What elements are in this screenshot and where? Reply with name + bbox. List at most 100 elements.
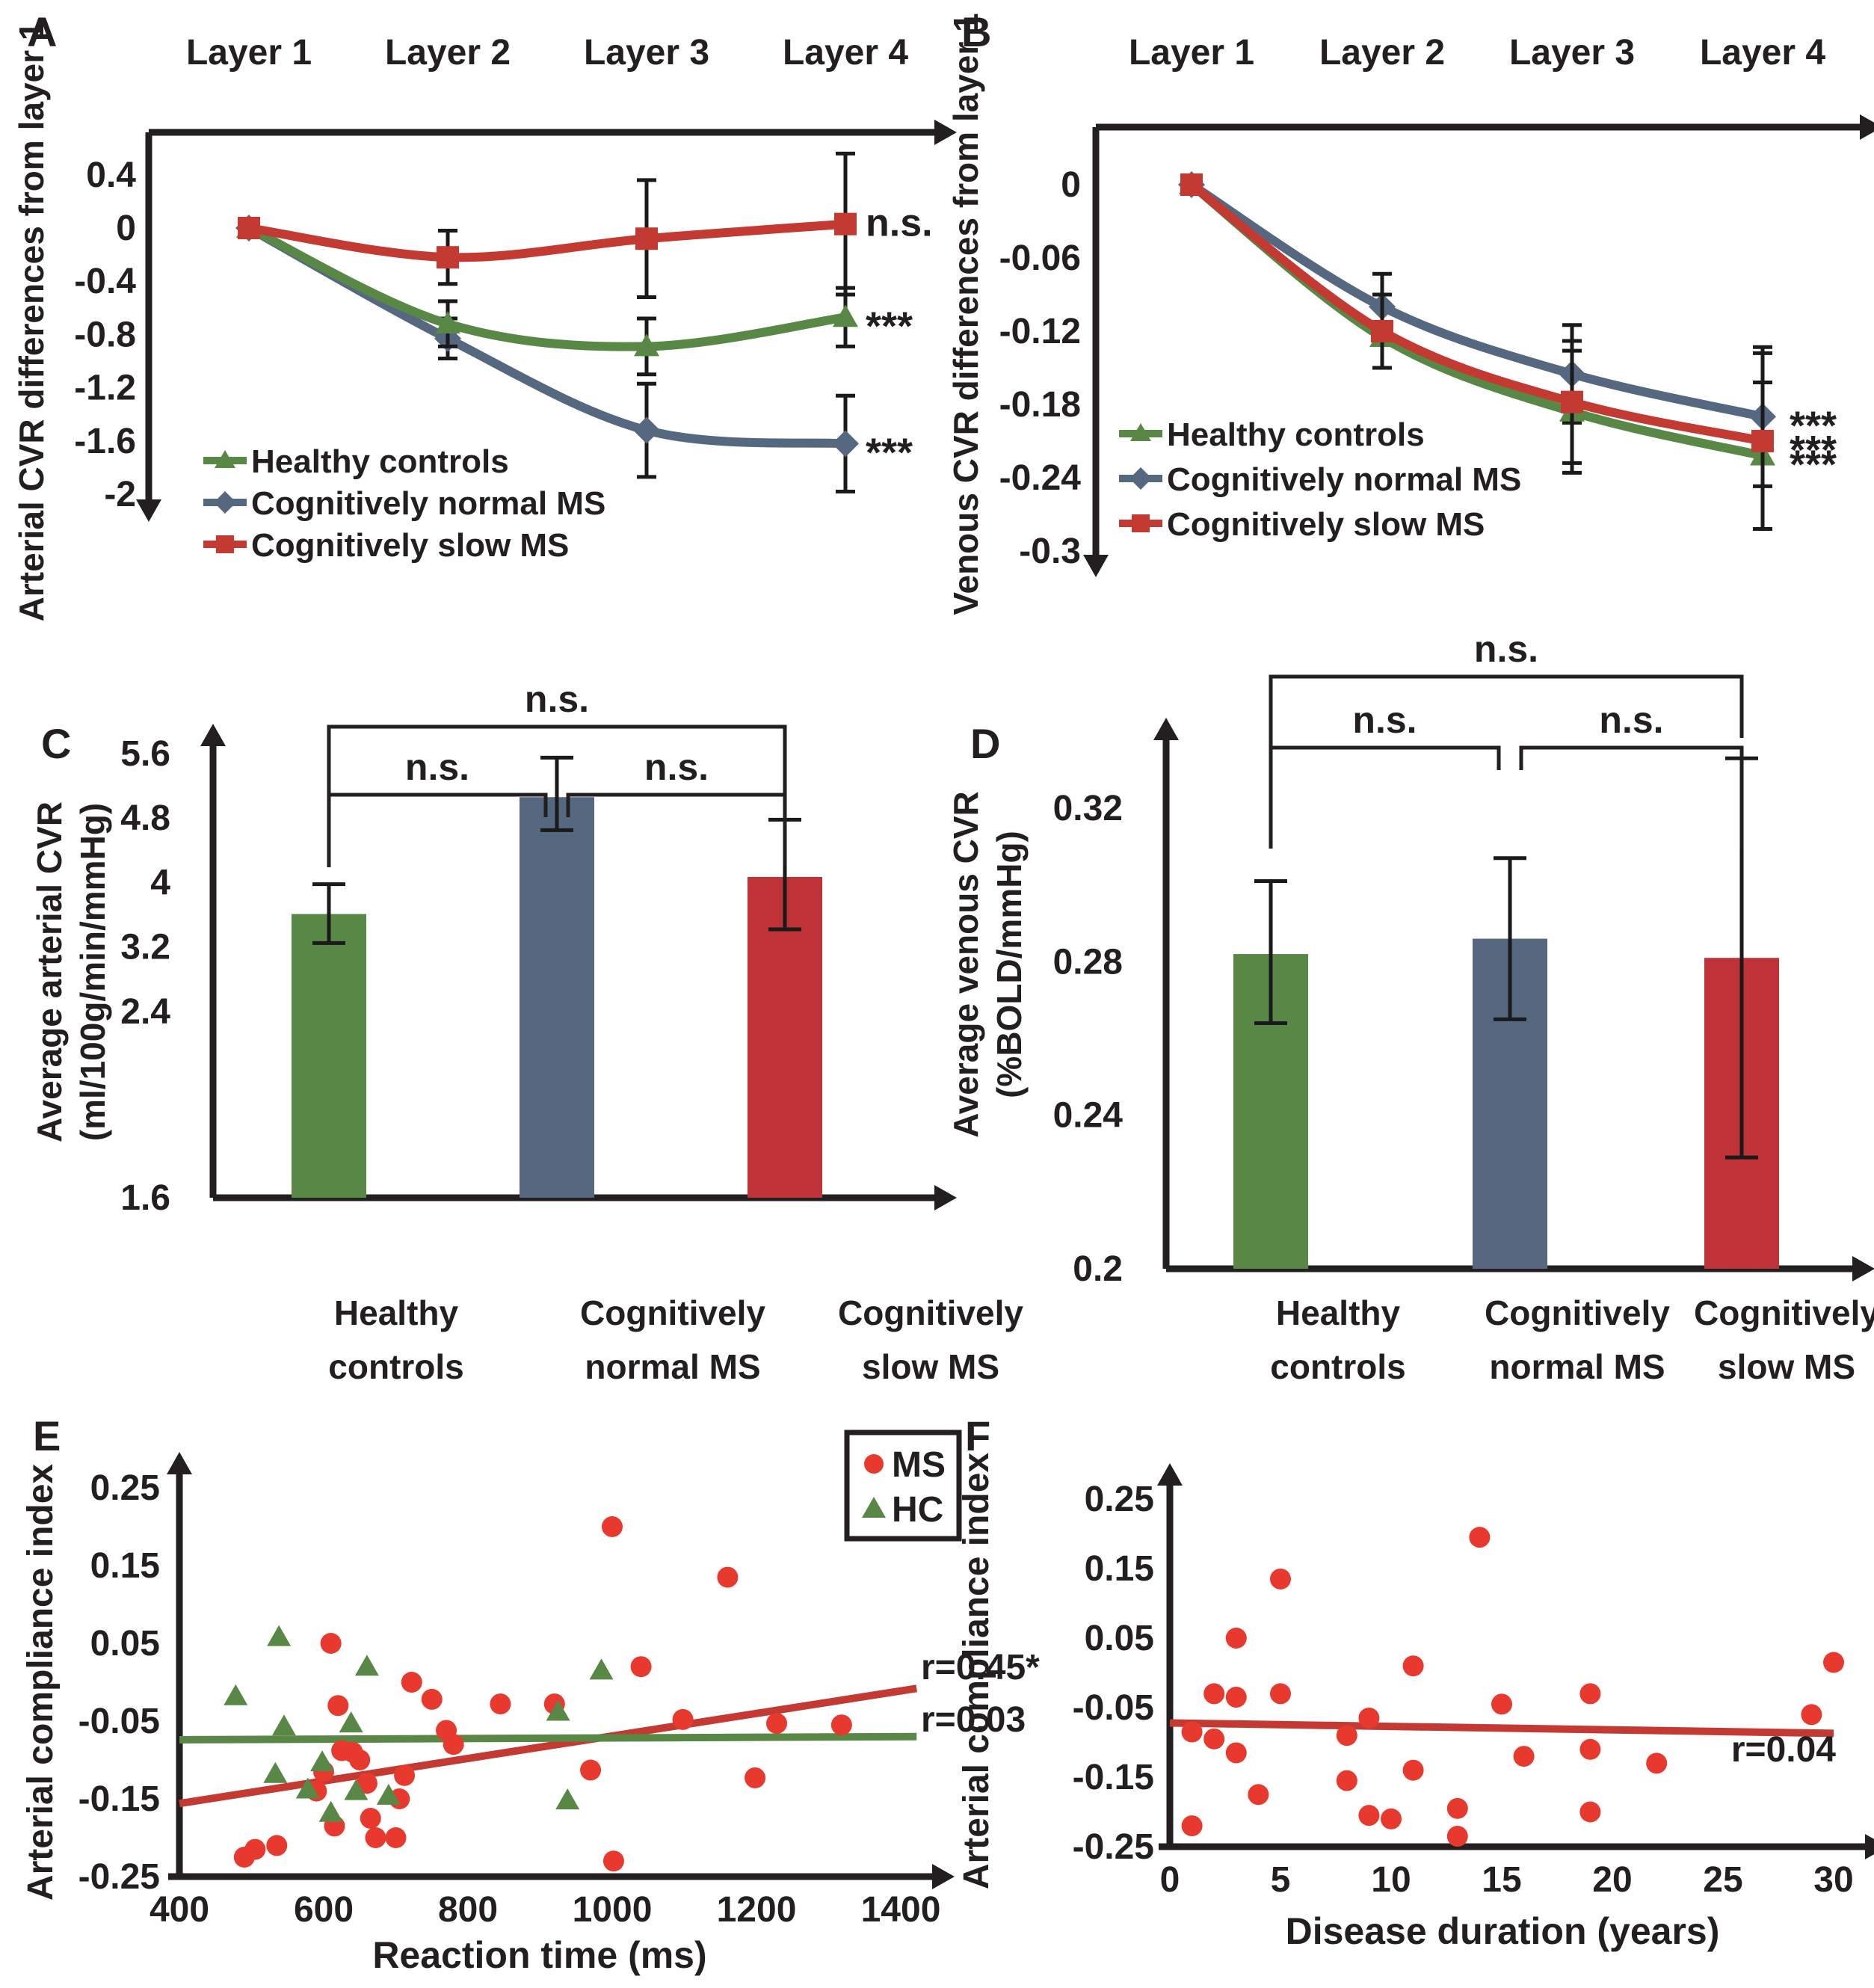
legend-label: Cognitively slow MS: [251, 527, 569, 564]
x-category-label: Layer 3: [584, 33, 709, 73]
triangle-marker-icon: [215, 450, 235, 468]
circle-marker-icon: [1469, 1527, 1491, 1548]
circle-marker-icon: [1491, 1693, 1512, 1715]
legend-label: MS: [892, 1445, 946, 1485]
x-category-label: controls: [1270, 1347, 1405, 1386]
square-marker-icon: [216, 535, 234, 553]
y-tick-label: 0.24: [1053, 1096, 1124, 1136]
right-arrowhead-icon: [934, 1185, 957, 1210]
legend-box: [844, 1430, 962, 1542]
circle-marker-icon: [1402, 1655, 1424, 1677]
circle-marker-icon: [1579, 1683, 1601, 1705]
circle-marker-icon: [1203, 1728, 1225, 1749]
x-tick-label: 1200: [717, 1890, 797, 1930]
y-tick-label: -0.06: [999, 239, 1081, 278]
x-tick-label: 1400: [861, 1890, 941, 1930]
series-ms: [233, 1516, 852, 1872]
square-marker-icon: [1180, 173, 1203, 196]
triangle-marker-icon: [318, 1800, 343, 1822]
x-category-label: Healthy: [1276, 1293, 1401, 1332]
triangle-marker-icon: [589, 1658, 614, 1680]
y-axis-title: Arterial compliance index: [957, 1453, 996, 1890]
y-tick-label: -0.18: [999, 385, 1081, 425]
triangle-marker-icon: [546, 1699, 570, 1721]
bar: [292, 914, 366, 1198]
circle-marker-icon: [421, 1688, 443, 1710]
error-bar: [312, 882, 345, 945]
legend-label: Cognitively normal MS: [1167, 461, 1521, 498]
triangle-marker-icon: [376, 1783, 401, 1805]
circle-marker-icon: [1381, 1808, 1402, 1829]
up-arrowhead-icon: [1153, 718, 1179, 740]
x-axis-title: Reaction time (ms): [372, 1934, 706, 1976]
triangle-marker-icon: [267, 1625, 292, 1646]
series-line: [244, 219, 850, 262]
right-arrowhead-icon: [1852, 1256, 1874, 1281]
x-tick-label: 15: [1482, 1860, 1521, 1900]
x-category-label: Cognitively: [838, 1293, 1023, 1332]
diamond-marker-icon: [214, 491, 236, 514]
y-tick-label: -0.24: [999, 458, 1082, 498]
error-bar: [1494, 856, 1526, 1021]
up-arrowhead-icon: [167, 1452, 192, 1474]
triangle-marker-icon: [1130, 423, 1151, 441]
circle-marker-icon: [630, 1656, 652, 1678]
y-tick-label: 1.6: [120, 1178, 170, 1218]
bar: [520, 797, 594, 1198]
x-tick-label: 600: [294, 1890, 354, 1930]
axes: [167, 1452, 955, 1889]
x-category-label: Cognitively: [1485, 1293, 1670, 1332]
circle-marker-icon: [1181, 1815, 1203, 1837]
panel-letter-c: C: [41, 720, 72, 767]
x-category-label: normal MS: [1489, 1347, 1665, 1386]
circle-marker-icon: [1336, 1725, 1357, 1747]
circle-marker-icon: [1270, 1568, 1291, 1590]
series-line: [1187, 180, 1767, 422]
legend-label: Healthy controls: [251, 443, 509, 480]
x-category-label: controls: [328, 1347, 463, 1386]
y-tick-label: -0.05: [1073, 1688, 1154, 1728]
correlation-label: r=0.45*: [921, 1648, 1040, 1687]
axes: [1157, 1463, 1874, 1859]
panel-letter-d: D: [970, 720, 1001, 767]
circle-marker-icon: [327, 1695, 349, 1717]
triangle-marker-icon: [310, 1750, 335, 1772]
square-marker-icon: [635, 227, 658, 250]
up-arrowhead-icon: [1157, 1463, 1183, 1486]
significance-bracket: [1519, 745, 1744, 849]
y-tick-label: 2.4: [120, 992, 170, 1032]
circle-marker-icon: [1181, 1721, 1203, 1743]
x-tick-label: 25: [1703, 1860, 1742, 1900]
y-tick-label: -0.15: [1073, 1758, 1154, 1797]
circle-marker-icon: [1336, 1770, 1357, 1791]
diamond-marker-icon: [633, 416, 660, 444]
x-tick-label: 5: [1271, 1860, 1291, 1900]
y-axis-title: Arterial CVR differences from layer 1: [12, 22, 51, 622]
significance-bracket: [566, 793, 787, 866]
significance-label: ***: [1790, 403, 1837, 448]
square-marker-icon: [437, 246, 459, 269]
circle-marker-icon: [717, 1566, 739, 1588]
right-arrowhead-icon: [934, 120, 957, 145]
down-arrowhead-icon: [136, 499, 161, 522]
circle-marker-icon: [1579, 1801, 1601, 1823]
panel-A: Layer 1 Layer 2 Layer 3 Layer 4 0.4 0 -0.4 -0.8…: [12, 22, 957, 622]
triangle-marker-icon: [344, 1779, 369, 1800]
y-tick-label: 0.2: [1073, 1249, 1123, 1289]
legend: Healthy controls Cognitively normal MS Cog…: [1119, 416, 1521, 543]
circle-marker-icon: [766, 1713, 788, 1735]
x-category-label: Healthy: [334, 1293, 459, 1332]
circle-marker-icon: [1225, 1742, 1247, 1764]
circle-marker-icon: [401, 1672, 422, 1693]
significance-label: n.s.: [525, 678, 589, 720]
triangle-marker-icon: [833, 304, 858, 327]
y-tick-label: 0.28: [1053, 942, 1123, 982]
down-arrowhead-icon: [1083, 555, 1109, 577]
panel-letter-b: B: [961, 8, 992, 55]
triangle-marker-icon: [555, 1788, 580, 1810]
circle-marker-icon: [360, 1808, 381, 1829]
x-category-label: Layer 2: [385, 33, 511, 73]
y-tick-label: 0: [116, 209, 136, 248]
x-category-label: Layer 4: [1700, 33, 1825, 73]
